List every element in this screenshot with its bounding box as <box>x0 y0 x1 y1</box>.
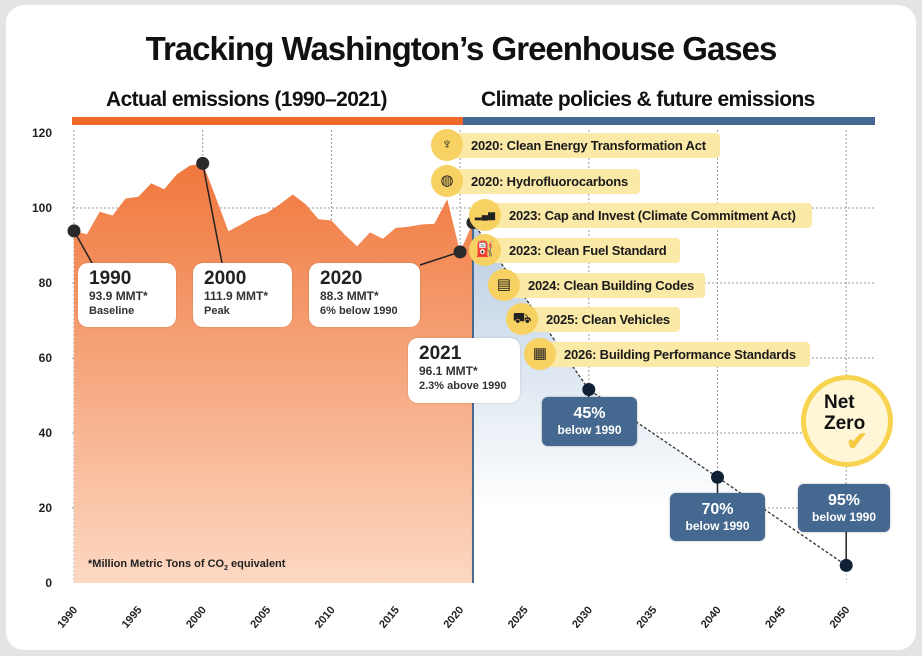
x-tick-label: 2000 <box>184 604 209 630</box>
leader-line <box>419 251 461 266</box>
projected-emissions-area <box>472 222 847 583</box>
callout-year: 2020 <box>320 268 363 289</box>
policy-item: 2025: Clean Vehicles <box>522 307 680 332</box>
section-actual-heading: Actual emissions (1990–2021) <box>106 88 387 111</box>
callout-2021: 2021 96.1 MMT* 2.3% above 1990 <box>408 338 520 403</box>
y-tick-label: 120 <box>32 126 52 140</box>
y-tick-label: 80 <box>39 276 53 290</box>
data-point-2030 <box>582 383 596 396</box>
callout-note: Baseline <box>89 305 135 317</box>
x-tick-label: 2045 <box>763 604 788 630</box>
section-future-heading: Climate policies & future emissions <box>481 88 815 111</box>
policy-item: 2024: Clean Building Codes <box>504 273 705 298</box>
target-percent: 95% <box>827 492 861 509</box>
callout-2020: 2020 88.3 MMT* 6% below 1990 <box>309 263 420 327</box>
policy-item: 2026: Building Performance Standards <box>540 342 810 367</box>
building-icon: ▦ <box>524 338 556 370</box>
policy-item: 2020: Hydrofluorocarbons <box>447 169 640 194</box>
target-2030-box: 45% below 1990 <box>542 397 637 446</box>
x-tick-label: 2010 <box>313 604 338 630</box>
x-tick-label: 1990 <box>55 604 80 630</box>
unit-footnote: *Million Metric Tons of CO2 equivalent <box>88 558 286 573</box>
future-section-bar <box>463 117 875 125</box>
data-point-2040 <box>711 470 724 484</box>
callout-value: 96.1 MMT* <box>419 364 478 378</box>
x-tick-label: 2025 <box>506 604 531 630</box>
target-label: below 1990 <box>811 510 877 524</box>
callout-1990: 1990 93.9 MMT* Baseline <box>78 263 176 327</box>
callout-note: 6% below 1990 <box>320 305 398 317</box>
clipboard-icon: ▤ <box>488 269 520 301</box>
transmission-tower-icon: ♆ <box>431 129 463 161</box>
y-tick-label: 40 <box>39 426 53 440</box>
x-tick-label: 2035 <box>635 604 660 630</box>
net-zero-badge: Net Zero ✔ <box>801 375 893 467</box>
y-tick-label: 100 <box>32 201 52 215</box>
data-point-2000 <box>196 156 210 170</box>
net-zero-line1: Net <box>824 392 855 413</box>
callout-value: 111.9 MMT* <box>204 289 269 303</box>
x-tick-label: 2050 <box>828 604 853 630</box>
target-label: below 1990 <box>557 423 622 437</box>
fuel-pump-icon: ⛽ <box>469 234 501 266</box>
target-percent: 45% <box>573 405 606 422</box>
target-label: below 1990 <box>685 519 750 533</box>
page-title: Tracking Washington’s Greenhouse Gases <box>145 30 778 67</box>
x-tick-label: 2015 <box>377 604 402 630</box>
bar-chart-icon: ▂▄▆ <box>469 199 501 231</box>
callout-value: 88.3 MMT* <box>320 289 379 303</box>
y-tick-label: 60 <box>39 351 53 365</box>
callout-note: 2.3% above 1990 <box>419 380 507 392</box>
x-tick-label: 1995 <box>120 604 145 630</box>
checkmark-icon: ✔ <box>846 426 868 456</box>
actual-section-bar <box>72 117 463 125</box>
data-point-2020 <box>453 245 467 259</box>
data-point-1990 <box>67 224 81 238</box>
y-tick-label: 20 <box>39 501 53 515</box>
net-zero-line2: Zero <box>824 413 866 434</box>
target-percent: 70% <box>701 501 734 518</box>
car-icon: ⛟ <box>506 303 538 335</box>
leader-line <box>201 163 223 264</box>
callout-2000: 2000 111.9 MMT* Peak <box>193 263 292 327</box>
target-2050-box: 95% below 1990 <box>798 484 890 532</box>
data-point-2050 <box>839 558 853 572</box>
policy-item: 2023: Cap and Invest (Climate Commitment… <box>485 203 812 228</box>
policy-item: 2023: Clean Fuel Standard <box>485 238 680 263</box>
globe-thermometer-icon: ◍ <box>431 165 463 197</box>
x-tick-label: 2020 <box>441 604 466 630</box>
policy-item: 2020: Clean Energy Transformation Act <box>447 133 720 158</box>
callout-year: 2021 <box>419 343 462 364</box>
callout-value: 93.9 MMT* <box>89 289 148 303</box>
callout-year: 2000 <box>204 268 247 289</box>
target-2040-box: 70% below 1990 <box>670 493 765 541</box>
callout-year: 1990 <box>89 268 132 289</box>
x-tick-label: 2005 <box>248 604 273 630</box>
callout-note: Peak <box>204 305 230 317</box>
y-tick-label: 0 <box>45 576 52 590</box>
x-tick-label: 2030 <box>570 604 595 630</box>
x-tick-label: 2040 <box>699 604 724 630</box>
